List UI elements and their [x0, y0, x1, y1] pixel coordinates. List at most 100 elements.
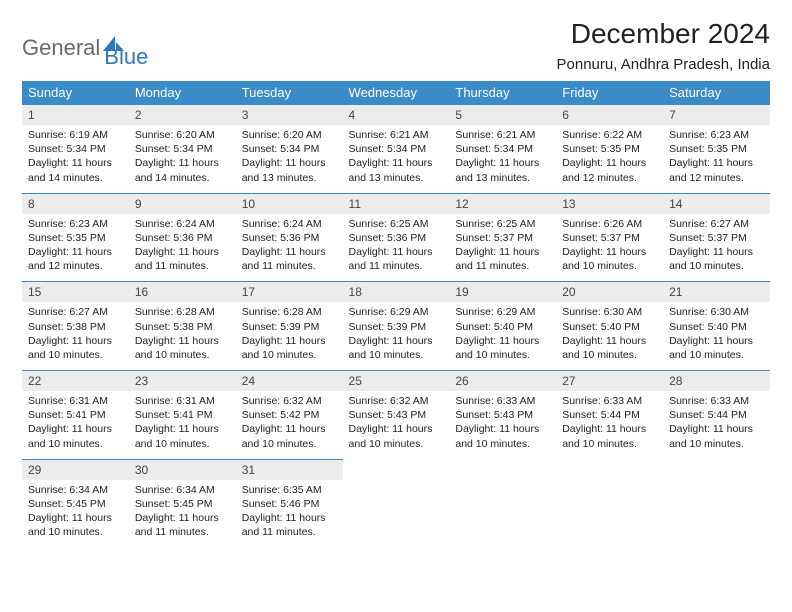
- day-data: Sunrise: 6:20 AMSunset: 5:34 PMDaylight:…: [129, 125, 236, 193]
- sunrise-text: Sunrise: 6:20 AM: [135, 128, 230, 142]
- weekday-header: Thursday: [449, 81, 556, 105]
- daylight-text: and 12 minutes.: [28, 259, 123, 273]
- daylight-text: and 10 minutes.: [562, 437, 657, 451]
- day-number: 5: [449, 105, 556, 125]
- calendar-day-cell: xxxxx: [343, 459, 450, 547]
- daylight-text: Daylight: 11 hours: [349, 422, 444, 436]
- calendar-day-cell: 2Sunrise: 6:20 AMSunset: 5:34 PMDaylight…: [129, 105, 236, 194]
- calendar-day-cell: 12Sunrise: 6:25 AMSunset: 5:37 PMDayligh…: [449, 193, 556, 282]
- day-data: Sunrise: 6:22 AMSunset: 5:35 PMDaylight:…: [556, 125, 663, 193]
- day-data: Sunrise: 6:24 AMSunset: 5:36 PMDaylight:…: [236, 214, 343, 282]
- brand-logo: General Blue: [22, 18, 148, 70]
- calendar-week-row: 15Sunrise: 6:27 AMSunset: 5:38 PMDayligh…: [22, 282, 770, 371]
- daylight-text: and 10 minutes.: [669, 259, 764, 273]
- day-data: Sunrise: 6:32 AMSunset: 5:42 PMDaylight:…: [236, 391, 343, 459]
- sunset-text: Sunset: 5:38 PM: [135, 320, 230, 334]
- sunrise-text: Sunrise: 6:29 AM: [349, 305, 444, 319]
- calendar-day-cell: 4Sunrise: 6:21 AMSunset: 5:34 PMDaylight…: [343, 105, 450, 194]
- calendar-day-cell: 3Sunrise: 6:20 AMSunset: 5:34 PMDaylight…: [236, 105, 343, 194]
- daylight-text: Daylight: 11 hours: [242, 511, 337, 525]
- daylight-text: Daylight: 11 hours: [135, 156, 230, 170]
- day-number: 4: [343, 105, 450, 125]
- day-number: 1: [22, 105, 129, 125]
- day-number: 17: [236, 282, 343, 302]
- calendar-week-row: 1Sunrise: 6:19 AMSunset: 5:34 PMDaylight…: [22, 105, 770, 194]
- day-number: 21: [663, 282, 770, 302]
- sunset-text: Sunset: 5:36 PM: [349, 231, 444, 245]
- day-data: Sunrise: 6:23 AMSunset: 5:35 PMDaylight:…: [22, 214, 129, 282]
- sunset-text: Sunset: 5:40 PM: [669, 320, 764, 334]
- calendar-day-cell: 20Sunrise: 6:30 AMSunset: 5:40 PMDayligh…: [556, 282, 663, 371]
- sunrise-text: Sunrise: 6:25 AM: [349, 217, 444, 231]
- daylight-text: and 10 minutes.: [349, 437, 444, 451]
- day-number: 28: [663, 371, 770, 391]
- daylight-text: and 11 minutes.: [135, 525, 230, 539]
- sunrise-text: Sunrise: 6:30 AM: [562, 305, 657, 319]
- sunrise-text: Sunrise: 6:33 AM: [562, 394, 657, 408]
- page-subtitle: Ponnuru, Andhra Pradesh, India: [557, 56, 771, 73]
- sunset-text: Sunset: 5:44 PM: [562, 408, 657, 422]
- daylight-text: Daylight: 11 hours: [562, 245, 657, 259]
- sunrise-text: Sunrise: 6:26 AM: [562, 217, 657, 231]
- calendar-day-cell: 13Sunrise: 6:26 AMSunset: 5:37 PMDayligh…: [556, 193, 663, 282]
- sunset-text: Sunset: 5:45 PM: [135, 497, 230, 511]
- calendar-day-cell: xxxxx: [556, 459, 663, 547]
- day-data: Sunrise: 6:28 AMSunset: 5:38 PMDaylight:…: [129, 302, 236, 370]
- weekday-header: Monday: [129, 81, 236, 105]
- day-data: Sunrise: 6:34 AMSunset: 5:45 PMDaylight:…: [129, 480, 236, 548]
- calendar-day-cell: 30Sunrise: 6:34 AMSunset: 5:45 PMDayligh…: [129, 459, 236, 547]
- day-data: Sunrise: 6:35 AMSunset: 5:46 PMDaylight:…: [236, 480, 343, 548]
- sunset-text: Sunset: 5:43 PM: [349, 408, 444, 422]
- brand-text-2: Blue: [104, 26, 148, 70]
- calendar-day-cell: 23Sunrise: 6:31 AMSunset: 5:41 PMDayligh…: [129, 371, 236, 460]
- sunrise-text: Sunrise: 6:32 AM: [242, 394, 337, 408]
- sunrise-text: Sunrise: 6:33 AM: [455, 394, 550, 408]
- sunrise-text: Sunrise: 6:28 AM: [242, 305, 337, 319]
- sunrise-text: Sunrise: 6:35 AM: [242, 483, 337, 497]
- sunrise-text: Sunrise: 6:23 AM: [669, 128, 764, 142]
- sunset-text: Sunset: 5:40 PM: [455, 320, 550, 334]
- calendar-table: Sunday Monday Tuesday Wednesday Thursday…: [22, 81, 770, 547]
- sunset-text: Sunset: 5:40 PM: [562, 320, 657, 334]
- weekday-header: Friday: [556, 81, 663, 105]
- daylight-text: and 11 minutes.: [242, 259, 337, 273]
- sunset-text: Sunset: 5:35 PM: [28, 231, 123, 245]
- calendar-day-cell: 5Sunrise: 6:21 AMSunset: 5:34 PMDaylight…: [449, 105, 556, 194]
- weekday-header: Wednesday: [343, 81, 450, 105]
- sunrise-text: Sunrise: 6:22 AM: [562, 128, 657, 142]
- day-data: Sunrise: 6:33 AMSunset: 5:43 PMDaylight:…: [449, 391, 556, 459]
- day-number: 23: [129, 371, 236, 391]
- day-number: 3: [236, 105, 343, 125]
- sunset-text: Sunset: 5:39 PM: [349, 320, 444, 334]
- day-number: 26: [449, 371, 556, 391]
- calendar-day-cell: 10Sunrise: 6:24 AMSunset: 5:36 PMDayligh…: [236, 193, 343, 282]
- day-number: 18: [343, 282, 450, 302]
- sunset-text: Sunset: 5:34 PM: [242, 142, 337, 156]
- sunrise-text: Sunrise: 6:34 AM: [135, 483, 230, 497]
- daylight-text: Daylight: 11 hours: [135, 245, 230, 259]
- brand-text-1: General: [22, 35, 100, 61]
- daylight-text: Daylight: 11 hours: [135, 511, 230, 525]
- daylight-text: and 10 minutes.: [562, 259, 657, 273]
- day-number: 7: [663, 105, 770, 125]
- day-data: Sunrise: 6:28 AMSunset: 5:39 PMDaylight:…: [236, 302, 343, 370]
- calendar-day-cell: 28Sunrise: 6:33 AMSunset: 5:44 PMDayligh…: [663, 371, 770, 460]
- calendar-day-cell: 14Sunrise: 6:27 AMSunset: 5:37 PMDayligh…: [663, 193, 770, 282]
- day-number: 13: [556, 194, 663, 214]
- sunset-text: Sunset: 5:34 PM: [455, 142, 550, 156]
- day-number: 25: [343, 371, 450, 391]
- sunrise-text: Sunrise: 6:28 AM: [135, 305, 230, 319]
- day-data: Sunrise: 6:31 AMSunset: 5:41 PMDaylight:…: [129, 391, 236, 459]
- day-number: 10: [236, 194, 343, 214]
- daylight-text: Daylight: 11 hours: [455, 156, 550, 170]
- sunrise-text: Sunrise: 6:33 AM: [669, 394, 764, 408]
- day-number: 6: [556, 105, 663, 125]
- day-number: 2: [129, 105, 236, 125]
- day-number: 12: [449, 194, 556, 214]
- sunset-text: Sunset: 5:41 PM: [28, 408, 123, 422]
- day-data: Sunrise: 6:26 AMSunset: 5:37 PMDaylight:…: [556, 214, 663, 282]
- sunrise-text: Sunrise: 6:21 AM: [349, 128, 444, 142]
- sunrise-text: Sunrise: 6:25 AM: [455, 217, 550, 231]
- daylight-text: Daylight: 11 hours: [669, 334, 764, 348]
- daylight-text: Daylight: 11 hours: [669, 156, 764, 170]
